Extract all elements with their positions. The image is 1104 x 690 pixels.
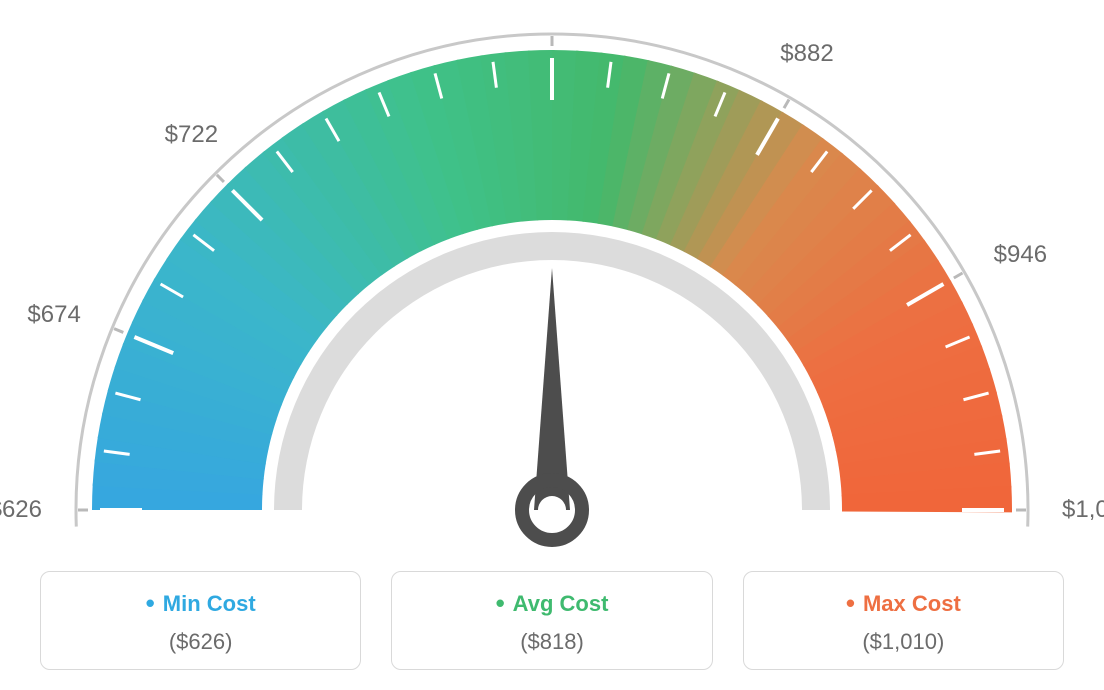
legend-card-avg: Avg Cost ($818) [391,571,712,670]
legend-value-avg: ($818) [402,629,701,655]
legend-card-min: Min Cost ($626) [40,571,361,670]
legend-row: Min Cost ($626) Avg Cost ($818) Max Cost… [0,571,1104,670]
legend-title-min: Min Cost [51,588,350,619]
legend-value-max: ($1,010) [754,629,1053,655]
gauge-tick-label: $882 [780,40,833,68]
legend-title-avg: Avg Cost [402,588,701,619]
gauge-svg [0,0,1104,560]
gauge-tick-label: $1,010 [1062,496,1104,524]
gauge-tick-label: $626 [0,496,42,524]
legend-card-max: Max Cost ($1,010) [743,571,1064,670]
legend-title-max: Max Cost [754,588,1053,619]
legend-value-min: ($626) [51,629,350,655]
gauge-tick-label: $722 [165,121,218,149]
gauge-tick-label: $674 [27,301,80,329]
gauge-chart: $626$674$722$818$882$946$1,010 [0,0,1104,560]
gauge-tick-label: $946 [994,241,1047,269]
